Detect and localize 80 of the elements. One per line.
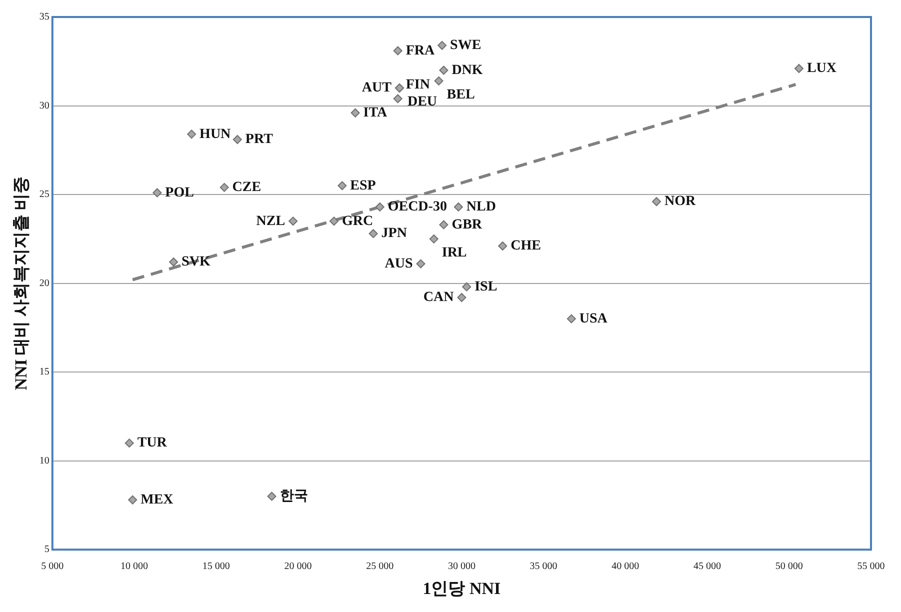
x-tick-label: 10 000 bbox=[120, 561, 148, 572]
point bbox=[498, 242, 508, 251]
annotation: SVK bbox=[182, 254, 210, 270]
x-tick-label: 25 000 bbox=[366, 561, 394, 572]
annotation: NOR bbox=[664, 194, 697, 210]
point bbox=[462, 282, 472, 292]
y-axis-title: NNI 대비 사회복지지출 비중 bbox=[12, 176, 31, 390]
point bbox=[652, 197, 662, 206]
point bbox=[454, 202, 463, 212]
annotation: DNK bbox=[452, 62, 483, 78]
annotation: CAN bbox=[423, 290, 454, 306]
point bbox=[288, 216, 298, 226]
point bbox=[152, 188, 162, 198]
point bbox=[393, 46, 402, 56]
x-tick-label: 40 000 bbox=[612, 561, 640, 572]
x-tick-label: 55 000 bbox=[857, 561, 885, 572]
x-tick-label: 5 000 bbox=[41, 561, 64, 572]
x-tick-label: 35 000 bbox=[530, 561, 558, 572]
point bbox=[438, 40, 447, 50]
y-tick-label: 25 bbox=[39, 189, 50, 200]
point bbox=[169, 257, 178, 266]
annotation: NZL bbox=[256, 214, 286, 229]
point bbox=[794, 64, 804, 73]
annotation: OECD-30 bbox=[388, 200, 447, 215]
y-tick-label: 35 bbox=[39, 12, 50, 23]
annotation: CZE bbox=[232, 180, 262, 196]
x-tick-label: 30 000 bbox=[448, 561, 476, 572]
annotation: FIN bbox=[406, 77, 430, 92]
annotation: AUT bbox=[362, 80, 392, 96]
x-tick-label: 20 000 bbox=[284, 561, 312, 572]
point bbox=[220, 182, 229, 192]
annotation: AUS bbox=[384, 256, 413, 272]
point bbox=[124, 438, 134, 448]
x-tick-label: 15 000 bbox=[202, 561, 230, 572]
annotation: TUR bbox=[137, 436, 168, 451]
annotation: SWE bbox=[450, 38, 482, 54]
annotation: DEU bbox=[407, 94, 438, 110]
point bbox=[393, 94, 402, 104]
point bbox=[439, 66, 448, 75]
annotation: MEX bbox=[140, 492, 174, 508]
point bbox=[429, 234, 438, 244]
point bbox=[457, 293, 466, 302]
annotation: POL bbox=[165, 185, 194, 200]
annotation: IRL bbox=[442, 246, 467, 261]
annotation: ITA bbox=[363, 105, 388, 120]
annotation: ISL bbox=[474, 279, 498, 294]
annotation: NLD bbox=[466, 200, 496, 215]
point bbox=[434, 76, 444, 86]
annotation: GRC bbox=[342, 214, 374, 229]
point bbox=[232, 135, 242, 144]
y-tick-label: 5 bbox=[44, 544, 50, 556]
point bbox=[187, 130, 196, 139]
annotation: HUN bbox=[200, 126, 231, 142]
point bbox=[350, 108, 360, 118]
point bbox=[338, 181, 347, 190]
x-tick-label: 50 000 bbox=[775, 561, 803, 572]
point bbox=[416, 259, 426, 268]
annotation: USA bbox=[579, 311, 608, 326]
annotation: LUX bbox=[806, 61, 837, 76]
point bbox=[439, 220, 448, 230]
annotation: ESP bbox=[350, 178, 376, 194]
annotation: GBR bbox=[452, 217, 483, 232]
y-tick-label: 15 bbox=[39, 366, 50, 378]
annotation: FRA bbox=[406, 43, 436, 58]
annotation: JPN bbox=[381, 226, 407, 242]
point bbox=[267, 492, 276, 501]
point bbox=[368, 229, 378, 238]
y-tick-label: 30 bbox=[39, 100, 50, 112]
y-tick-label: 10 bbox=[39, 455, 50, 466]
point bbox=[330, 216, 338, 226]
annotation: BEL bbox=[446, 88, 475, 103]
point bbox=[566, 314, 576, 324]
y-tick-label: 20 bbox=[39, 278, 50, 289]
point bbox=[375, 202, 384, 212]
annotation: CHE bbox=[510, 238, 541, 254]
point bbox=[128, 495, 138, 504]
x-axis-title: 1인당 NNI bbox=[422, 579, 502, 598]
annotation: 한국 bbox=[280, 488, 308, 504]
annotation: PRT bbox=[245, 132, 274, 148]
x-tick-label: 45 000 bbox=[694, 561, 722, 572]
